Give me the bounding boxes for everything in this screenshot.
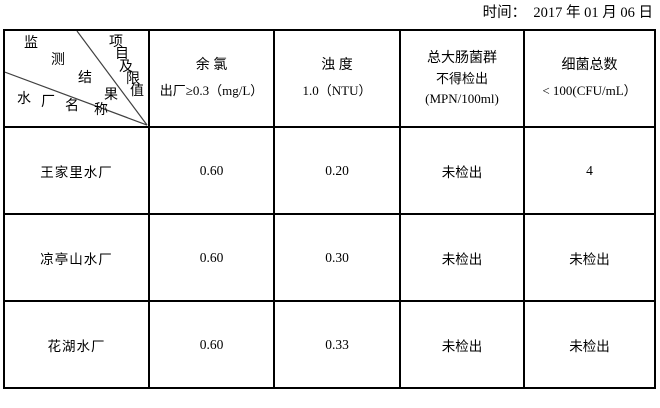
header-title: 余 氯	[195, 58, 228, 73]
cell-coliform: 未检出	[399, 126, 525, 215]
corner-char-project-4: 限	[126, 72, 140, 87]
corner-char-result-1: 监	[24, 36, 38, 51]
plant-name: 凉亭山水厂	[3, 213, 150, 302]
header-title: 总大肠菌群	[427, 50, 497, 66]
cell-chlorine: 0.60	[148, 126, 275, 215]
header-cell-total-coliform: 总大肠菌群 不得检出 (MPN/100ml)	[399, 29, 525, 128]
plant-name: 王家里水厂	[3, 126, 150, 215]
cell-turbidity: 0.30	[273, 213, 401, 302]
header-cell-bacteria-count: 细菌总数 < 100(CFU/mL）	[523, 29, 656, 128]
corner-char-project-5: 值	[130, 84, 144, 99]
corner-char-plant-3: 名	[65, 99, 79, 114]
water-quality-table: 监 测 结 果 项 目 及 限 值 水 厂 名 称 余 氯 出厂≥0.3（mg/…	[3, 29, 656, 389]
cell-turbidity: 0.33	[273, 300, 401, 389]
corner-char-result-2: 测	[51, 53, 65, 68]
diagonal-header-cell: 监 测 结 果 项 目 及 限 值 水 厂 名 称	[3, 29, 150, 128]
cell-bacteria: 未检出	[523, 300, 656, 389]
header-unit: (MPN/100ml)	[425, 90, 499, 106]
cell-bacteria: 4	[523, 126, 656, 215]
header-row: 监 测 结 果 项 目 及 限 值 水 厂 名 称 余 氯 出厂≥0.3（mg/…	[3, 29, 656, 128]
plant-name: 花湖水厂	[3, 300, 150, 389]
table-row-huahu: 花湖水厂 0.60 0.33 未检出 未检出	[3, 300, 656, 389]
table-row-wangjiali: 王家里水厂 0.60 0.20 未检出 4	[3, 126, 656, 215]
header-cell-residual-chlorine: 余 氯 出厂≥0.3（mg/L）	[148, 29, 275, 128]
header-stack: 细菌总数 < 100(CFU/mL）	[526, 57, 653, 100]
header-limit: < 100(CFU/mL）	[542, 83, 637, 98]
header-title: 细菌总数	[561, 58, 618, 73]
header-limit: 不得检出	[435, 70, 488, 86]
cell-turbidity: 0.20	[273, 126, 401, 215]
corner-char-plant-2: 厂	[41, 95, 55, 110]
cell-bacteria: 未检出	[523, 213, 656, 302]
cell-chlorine: 0.60	[148, 213, 275, 302]
cell-chlorine: 0.60	[148, 300, 275, 389]
corner-char-project-1: 项	[109, 35, 123, 50]
header-title: 浊 度	[321, 58, 353, 73]
corner-char-project-3: 及	[119, 60, 133, 75]
cell-coliform: 未检出	[399, 213, 525, 302]
header-stack: 总大肠菌群 不得检出 (MPN/100ml)	[402, 50, 522, 108]
corner-char-result-4: 果	[104, 88, 118, 103]
cell-coliform: 未检出	[399, 300, 525, 389]
header-limit: 1.0（NTU）	[302, 83, 372, 98]
header-stack: 浊 度 1.0（NTU）	[276, 57, 398, 100]
corner-char-project-2: 目	[115, 47, 129, 62]
diagonal-divider-lines	[6, 32, 147, 125]
corner-char-plant-4: 称	[94, 103, 108, 118]
corner-char-result-3: 结	[78, 71, 92, 86]
header-limit: 出厂≥0.3（mg/L）	[159, 83, 264, 98]
header-stack: 余 氯 出厂≥0.3（mg/L）	[151, 57, 272, 100]
header-cell-turbidity: 浊 度 1.0（NTU）	[273, 29, 401, 128]
report-time: 时间： 2017 年 01 月 06 日	[482, 5, 653, 21]
table-row-liangtingshan: 凉亭山水厂 0.60 0.30 未检出 未检出	[3, 213, 656, 302]
corner-char-plant-1: 水	[17, 92, 31, 107]
